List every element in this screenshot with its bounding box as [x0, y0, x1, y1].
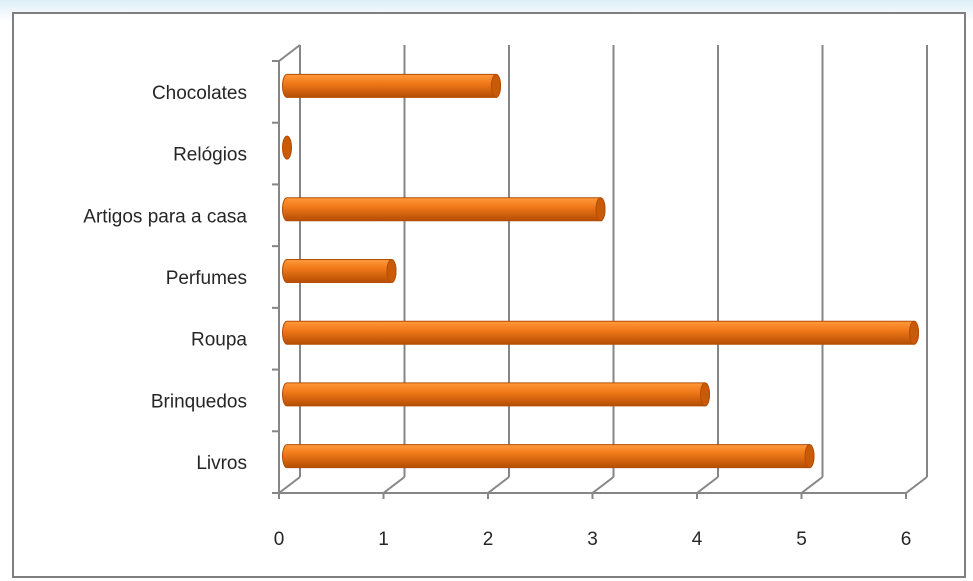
bar-end-cap [491, 73, 501, 98]
category-label: Chocolates [152, 83, 247, 104]
wall-top-edge [278, 44, 301, 62]
bar-brinquedos [282, 382, 710, 407]
x-tick-labels: 0 1 2 3 4 5 6 [274, 529, 912, 550]
x-tick-label: 1 [378, 529, 389, 550]
bar-perfumes [282, 259, 397, 283]
bars [282, 73, 919, 469]
chart-frame [12, 12, 966, 578]
category-label: Relógios [173, 145, 247, 166]
bar-end-cap [804, 444, 815, 469]
category-label: Artigos para a casa [83, 206, 247, 227]
x-tick-label: 3 [587, 529, 598, 550]
bar-body [282, 320, 919, 345]
bar-rel-gios [282, 135, 292, 160]
category-label: Perfumes [166, 268, 247, 289]
x-tick-label: 5 [796, 529, 807, 550]
bar-end-cap [909, 320, 919, 345]
bar-body [282, 73, 501, 98]
bar-end-cap [282, 135, 292, 160]
category-label: Roupa [191, 330, 247, 351]
bar-artigos-para-a-casa [282, 197, 606, 222]
category-label: Livros [196, 453, 247, 474]
floor-diagonal-0 [278, 476, 301, 494]
floor-diagonal-6 [905, 476, 928, 494]
category-label: Brinquedos [151, 391, 247, 412]
x-tick-label: 0 [274, 529, 285, 550]
floor-diagonal-3 [591, 476, 615, 494]
bar-roupa [282, 320, 919, 345]
bar-chocolates [282, 73, 501, 98]
bar-body [282, 382, 710, 407]
floor-diagonal-1 [382, 476, 406, 494]
axes [272, 44, 907, 499]
bar-body [282, 444, 815, 469]
bar-body [282, 259, 397, 283]
bar-livros [282, 444, 815, 469]
x-tick-label: 2 [483, 529, 494, 550]
x-tick-label: 4 [692, 529, 703, 550]
x-tick-label: 6 [901, 529, 912, 550]
bar-body [282, 197, 606, 222]
bar-end-cap [595, 197, 606, 222]
bar-end-cap [700, 382, 710, 407]
category-labels: Chocolates Relógios Artigos para a casa Per… [83, 83, 247, 474]
floor-diagonal-4 [696, 476, 719, 494]
bar-end-cap [386, 259, 397, 283]
floor-diagonal-5 [800, 476, 824, 494]
floor-diagonal-2 [487, 476, 510, 494]
